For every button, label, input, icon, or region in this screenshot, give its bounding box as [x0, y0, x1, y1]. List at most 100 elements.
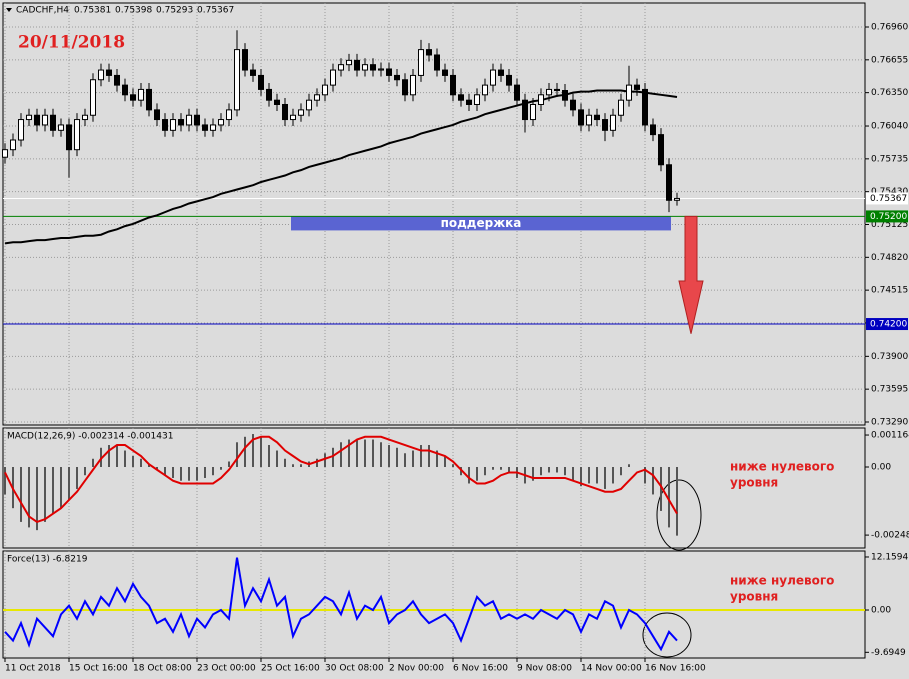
candle-body — [610, 114, 616, 131]
candle-body — [138, 88, 144, 101]
candle-body — [354, 59, 360, 71]
y-tick-label: 12.1594 — [871, 552, 908, 562]
support-zone-label: поддержка — [441, 216, 522, 230]
candle-body — [98, 69, 104, 81]
y-tick-label: 0.75125 — [871, 220, 908, 230]
candle-body — [122, 84, 128, 96]
candle-body — [322, 84, 328, 96]
level-label-box — [866, 318, 908, 331]
candle-body — [618, 99, 624, 116]
candle-body — [258, 74, 264, 90]
y-tick-label: -9.6949 — [871, 648, 906, 658]
force-title: Force(13) -6.8219 — [7, 555, 88, 565]
x-tick-label: 16 Nov 16:00 — [645, 664, 706, 674]
candle-body — [442, 69, 448, 76]
annotation: уровня — [730, 590, 778, 604]
y-tick-label: 0.76655 — [871, 55, 908, 65]
candle-body — [362, 64, 368, 71]
x-tick-label: 25 Oct 16:00 — [261, 664, 320, 674]
candle-body — [226, 109, 232, 121]
y-tick-label: 0.00 — [871, 606, 891, 616]
candle-body — [274, 99, 280, 105]
candle-body — [186, 114, 192, 126]
candle-body — [594, 114, 600, 121]
candle-body — [314, 94, 320, 101]
candle-body — [522, 99, 528, 121]
candle-body — [482, 84, 488, 96]
candle-body — [34, 114, 40, 126]
y-tick-label: 0.74515 — [871, 286, 908, 296]
candle-body — [474, 94, 480, 105]
candle-body — [74, 119, 80, 151]
level-label-box — [866, 210, 908, 223]
y-tick-label: 0.73900 — [871, 352, 908, 362]
candle-body — [554, 88, 560, 91]
candle-body — [386, 68, 392, 76]
candle-body — [106, 69, 112, 76]
candle-body — [42, 114, 48, 126]
candle-body — [82, 114, 88, 121]
highlight-circle — [642, 612, 692, 658]
candle-body — [202, 124, 208, 131]
candle-body — [434, 54, 440, 71]
candle-body — [650, 124, 656, 136]
candle-body — [10, 139, 16, 151]
header-icon — [6, 8, 12, 12]
y-tick-label: 0.75430 — [871, 187, 908, 197]
date-label: 20/11/2018 — [18, 33, 125, 53]
annotation: ниже нулевого — [730, 460, 834, 474]
candle-body — [626, 84, 632, 101]
x-tick-label: 2 Nov 00:00 — [389, 664, 444, 674]
candle-body — [658, 134, 664, 166]
y-tick-label: 0.76960 — [871, 23, 908, 33]
candle-body — [394, 74, 400, 81]
candle-body — [514, 84, 520, 101]
candle-body — [370, 64, 376, 71]
y-tick-label: 0.00 — [871, 462, 891, 472]
candle-body — [250, 69, 256, 76]
header-close: 0.75367 — [197, 6, 234, 16]
candle-body — [2, 149, 8, 158]
candle-body — [666, 164, 672, 201]
header-symbol: CADCHF,H4 — [16, 6, 69, 16]
candle-body — [498, 69, 504, 76]
candle-body — [90, 79, 96, 116]
force-panel — [2, 550, 866, 659]
candle-body — [194, 114, 200, 126]
candle-body — [674, 197, 680, 201]
macd-panel — [2, 427, 866, 549]
candle-body — [634, 84, 640, 90]
candle-body — [642, 88, 648, 126]
candle-body — [562, 89, 568, 101]
candle-body — [50, 114, 56, 131]
level-label: 0.74200 — [870, 320, 907, 330]
x-tick-label: 18 Oct 08:00 — [133, 664, 192, 674]
y-tick-label: 0.73595 — [871, 385, 908, 395]
level-label-box — [866, 192, 908, 205]
x-tick-label: 14 Nov 00:00 — [581, 664, 642, 674]
candle-body — [26, 114, 32, 121]
x-tick-label: 30 Oct 08:00 — [325, 664, 384, 674]
candle-body — [170, 119, 176, 131]
candle-body — [538, 94, 544, 105]
main-panel — [2, 2, 866, 426]
candle-body — [602, 119, 608, 131]
candle-body — [418, 49, 424, 76]
annotation: ниже нулевого — [730, 574, 834, 588]
forecast-arrow — [678, 215, 704, 334]
y-tick-label: 0.73290 — [871, 417, 908, 427]
candle-body — [410, 74, 416, 96]
level-label: 0.75367 — [870, 194, 907, 204]
candle-body — [290, 114, 296, 121]
plot-layer: 0.76960 0.76655 0.76350 0.76040 0.75735 0.754… — [2, 3, 909, 674]
candle-body — [282, 103, 288, 121]
candle-body — [426, 49, 432, 56]
level-label: 0.75200 — [870, 212, 907, 222]
y-tick-label: 0.74820 — [871, 253, 908, 263]
header-open: 0.75381 — [74, 6, 111, 16]
macd-title: MACD(12,26,9) -0.002314 -0.001431 — [7, 432, 173, 442]
candle-body — [66, 124, 72, 151]
candle-body — [266, 88, 272, 101]
candle-body — [18, 119, 24, 141]
